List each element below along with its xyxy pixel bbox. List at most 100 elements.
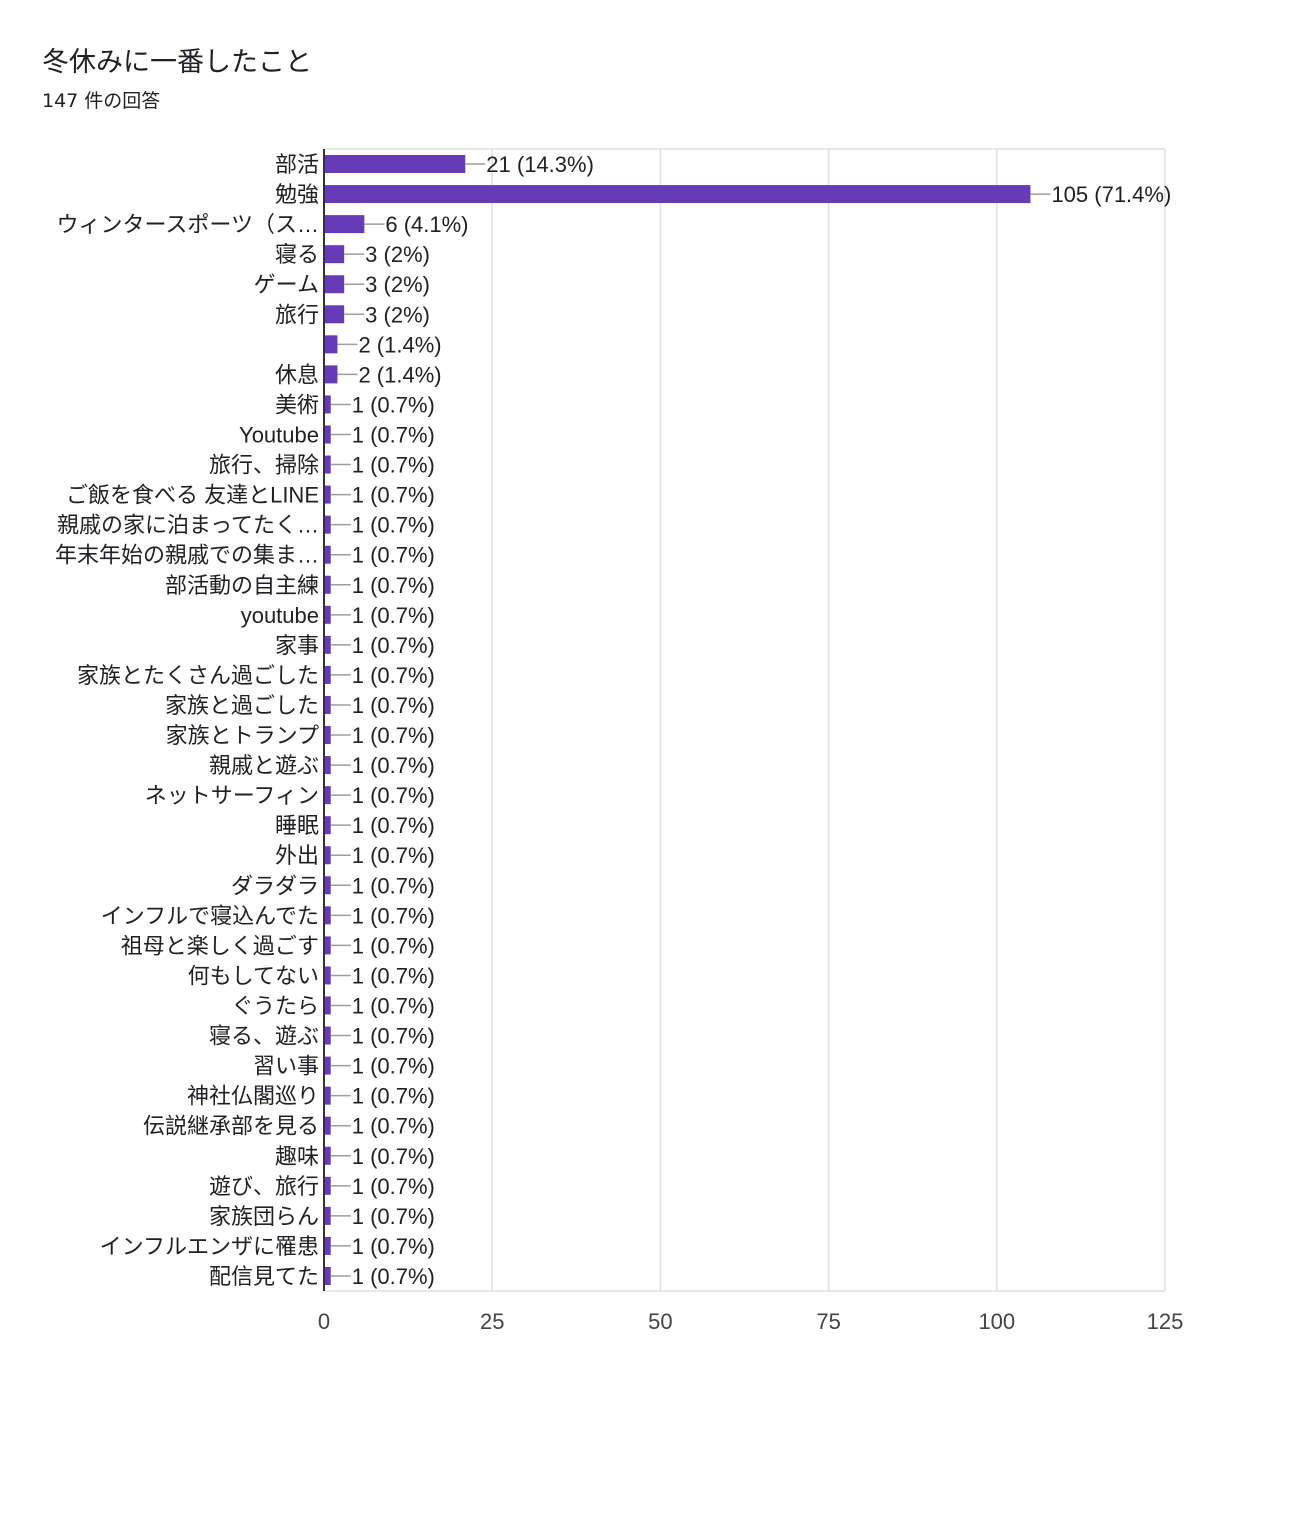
bar: [324, 786, 331, 805]
category-label: youtube: [241, 603, 319, 628]
bar: [324, 485, 331, 504]
bar: [324, 155, 466, 174]
category-label: 家族とトランプ: [166, 723, 319, 748]
data-label: 1 (0.7%): [352, 603, 435, 628]
category-label: 伝説継承部を見る: [143, 1114, 319, 1139]
data-label: 1 (0.7%): [352, 1174, 435, 1199]
bar: [324, 575, 331, 594]
bar: [324, 545, 331, 564]
category-label: 配信見てた: [209, 1264, 319, 1289]
bar: [324, 1176, 331, 1195]
x-tick-label: 75: [816, 1309, 840, 1334]
bar: [324, 1146, 331, 1165]
category-label: 趣味: [275, 1144, 319, 1169]
data-label: 1 (0.7%): [352, 543, 435, 568]
category-label: 外出: [275, 843, 319, 868]
data-label: 1 (0.7%): [352, 1114, 435, 1139]
category-label: ウィンタースポーツ（ス…: [57, 212, 319, 237]
bar: [324, 1086, 331, 1105]
category-label: インフルエンザに罹患: [100, 1234, 319, 1259]
x-tick-label: 25: [480, 1309, 504, 1334]
data-label: 1 (0.7%): [352, 483, 435, 508]
bar: [324, 726, 331, 745]
data-label: 3 (2%): [365, 272, 430, 297]
data-label: 1 (0.7%): [352, 573, 435, 598]
bar: [324, 876, 331, 895]
data-label: 1 (0.7%): [352, 843, 435, 868]
category-label: ご飯を食べる 友達とLINE: [66, 483, 319, 508]
bar: [324, 635, 331, 654]
bar: [324, 1206, 331, 1225]
bar: [324, 1116, 331, 1135]
category-label: ネットサーフィン: [145, 783, 319, 808]
bar: [324, 275, 345, 294]
x-tick-label: 100: [978, 1309, 1015, 1334]
data-label: 6 (4.1%): [385, 212, 468, 237]
data-label: 1 (0.7%): [352, 813, 435, 838]
data-label: 1 (0.7%): [352, 994, 435, 1019]
bar: [324, 245, 345, 264]
data-label: 105 (71.4%): [1051, 182, 1171, 207]
category-label: 神社仏閣巡り: [187, 1084, 319, 1109]
data-label: 1 (0.7%): [352, 423, 435, 448]
bar: [324, 1236, 331, 1255]
category-label: 年末年始の親戚での集ま…: [55, 543, 319, 568]
category-label: 寝る、遊ぶ: [209, 1024, 319, 1049]
category-label: 親戚と遊ぶ: [209, 753, 319, 778]
category-label: 家事: [275, 633, 319, 658]
bar: [324, 455, 331, 474]
bar: [324, 966, 331, 985]
bar: [324, 1026, 331, 1045]
bar: [324, 395, 331, 414]
category-label: 勉強: [275, 182, 319, 207]
data-label: 1 (0.7%): [352, 1264, 435, 1289]
data-label: 1 (0.7%): [352, 663, 435, 688]
data-label: 1 (0.7%): [352, 753, 435, 778]
data-label: 1 (0.7%): [352, 1024, 435, 1049]
category-label: 美術: [275, 392, 319, 417]
response-count: 147 件の回答: [42, 90, 161, 112]
category-label: 家族とたくさん過ごした: [77, 663, 319, 688]
category-label: 旅行: [275, 302, 319, 327]
bar: [324, 846, 331, 865]
bar: [324, 996, 331, 1015]
bar: [324, 1266, 331, 1285]
data-label: 1 (0.7%): [352, 933, 435, 958]
data-label: 1 (0.7%): [352, 1204, 435, 1229]
data-label: 1 (0.7%): [352, 963, 435, 988]
chart-title: 冬休みに一番したこと: [42, 47, 312, 78]
bar: [324, 695, 331, 714]
category-label: 親戚の家に泊まってたく…: [57, 513, 319, 538]
x-tick-label: 50: [648, 1309, 672, 1334]
x-tick-label: 0: [318, 1309, 330, 1334]
data-label: 2 (1.4%): [358, 332, 441, 357]
data-label: 1 (0.7%): [352, 1234, 435, 1259]
data-label: 1 (0.7%): [352, 693, 435, 718]
category-label: ぐうたら: [231, 994, 319, 1019]
bar: [324, 936, 331, 955]
category-label: 旅行、掃除: [209, 453, 319, 478]
bar: [324, 906, 331, 925]
category-label: インフルで寝込んでた: [101, 903, 319, 928]
data-label: 1 (0.7%): [352, 1054, 435, 1079]
category-label: 休息: [275, 362, 319, 387]
category-label: ゲーム: [254, 272, 319, 297]
bar: [324, 365, 338, 384]
data-label: 1 (0.7%): [352, 1144, 435, 1169]
data-label: 1 (0.7%): [352, 903, 435, 928]
category-label: 部活動の自主練: [165, 573, 319, 598]
data-label: 1 (0.7%): [352, 1084, 435, 1109]
category-label: 部活: [275, 152, 319, 177]
bar: [324, 665, 331, 684]
data-label: 3 (2%): [365, 302, 430, 327]
data-label: 3 (2%): [365, 242, 430, 267]
bar: [324, 816, 331, 835]
bar: [324, 1056, 331, 1075]
data-label: 21 (14.3%): [486, 152, 594, 177]
data-label: 1 (0.7%): [352, 513, 435, 538]
x-tick-label: 125: [1147, 1309, 1184, 1334]
data-label: 1 (0.7%): [352, 453, 435, 478]
bar: [324, 215, 365, 234]
data-label: 2 (1.4%): [358, 362, 441, 387]
